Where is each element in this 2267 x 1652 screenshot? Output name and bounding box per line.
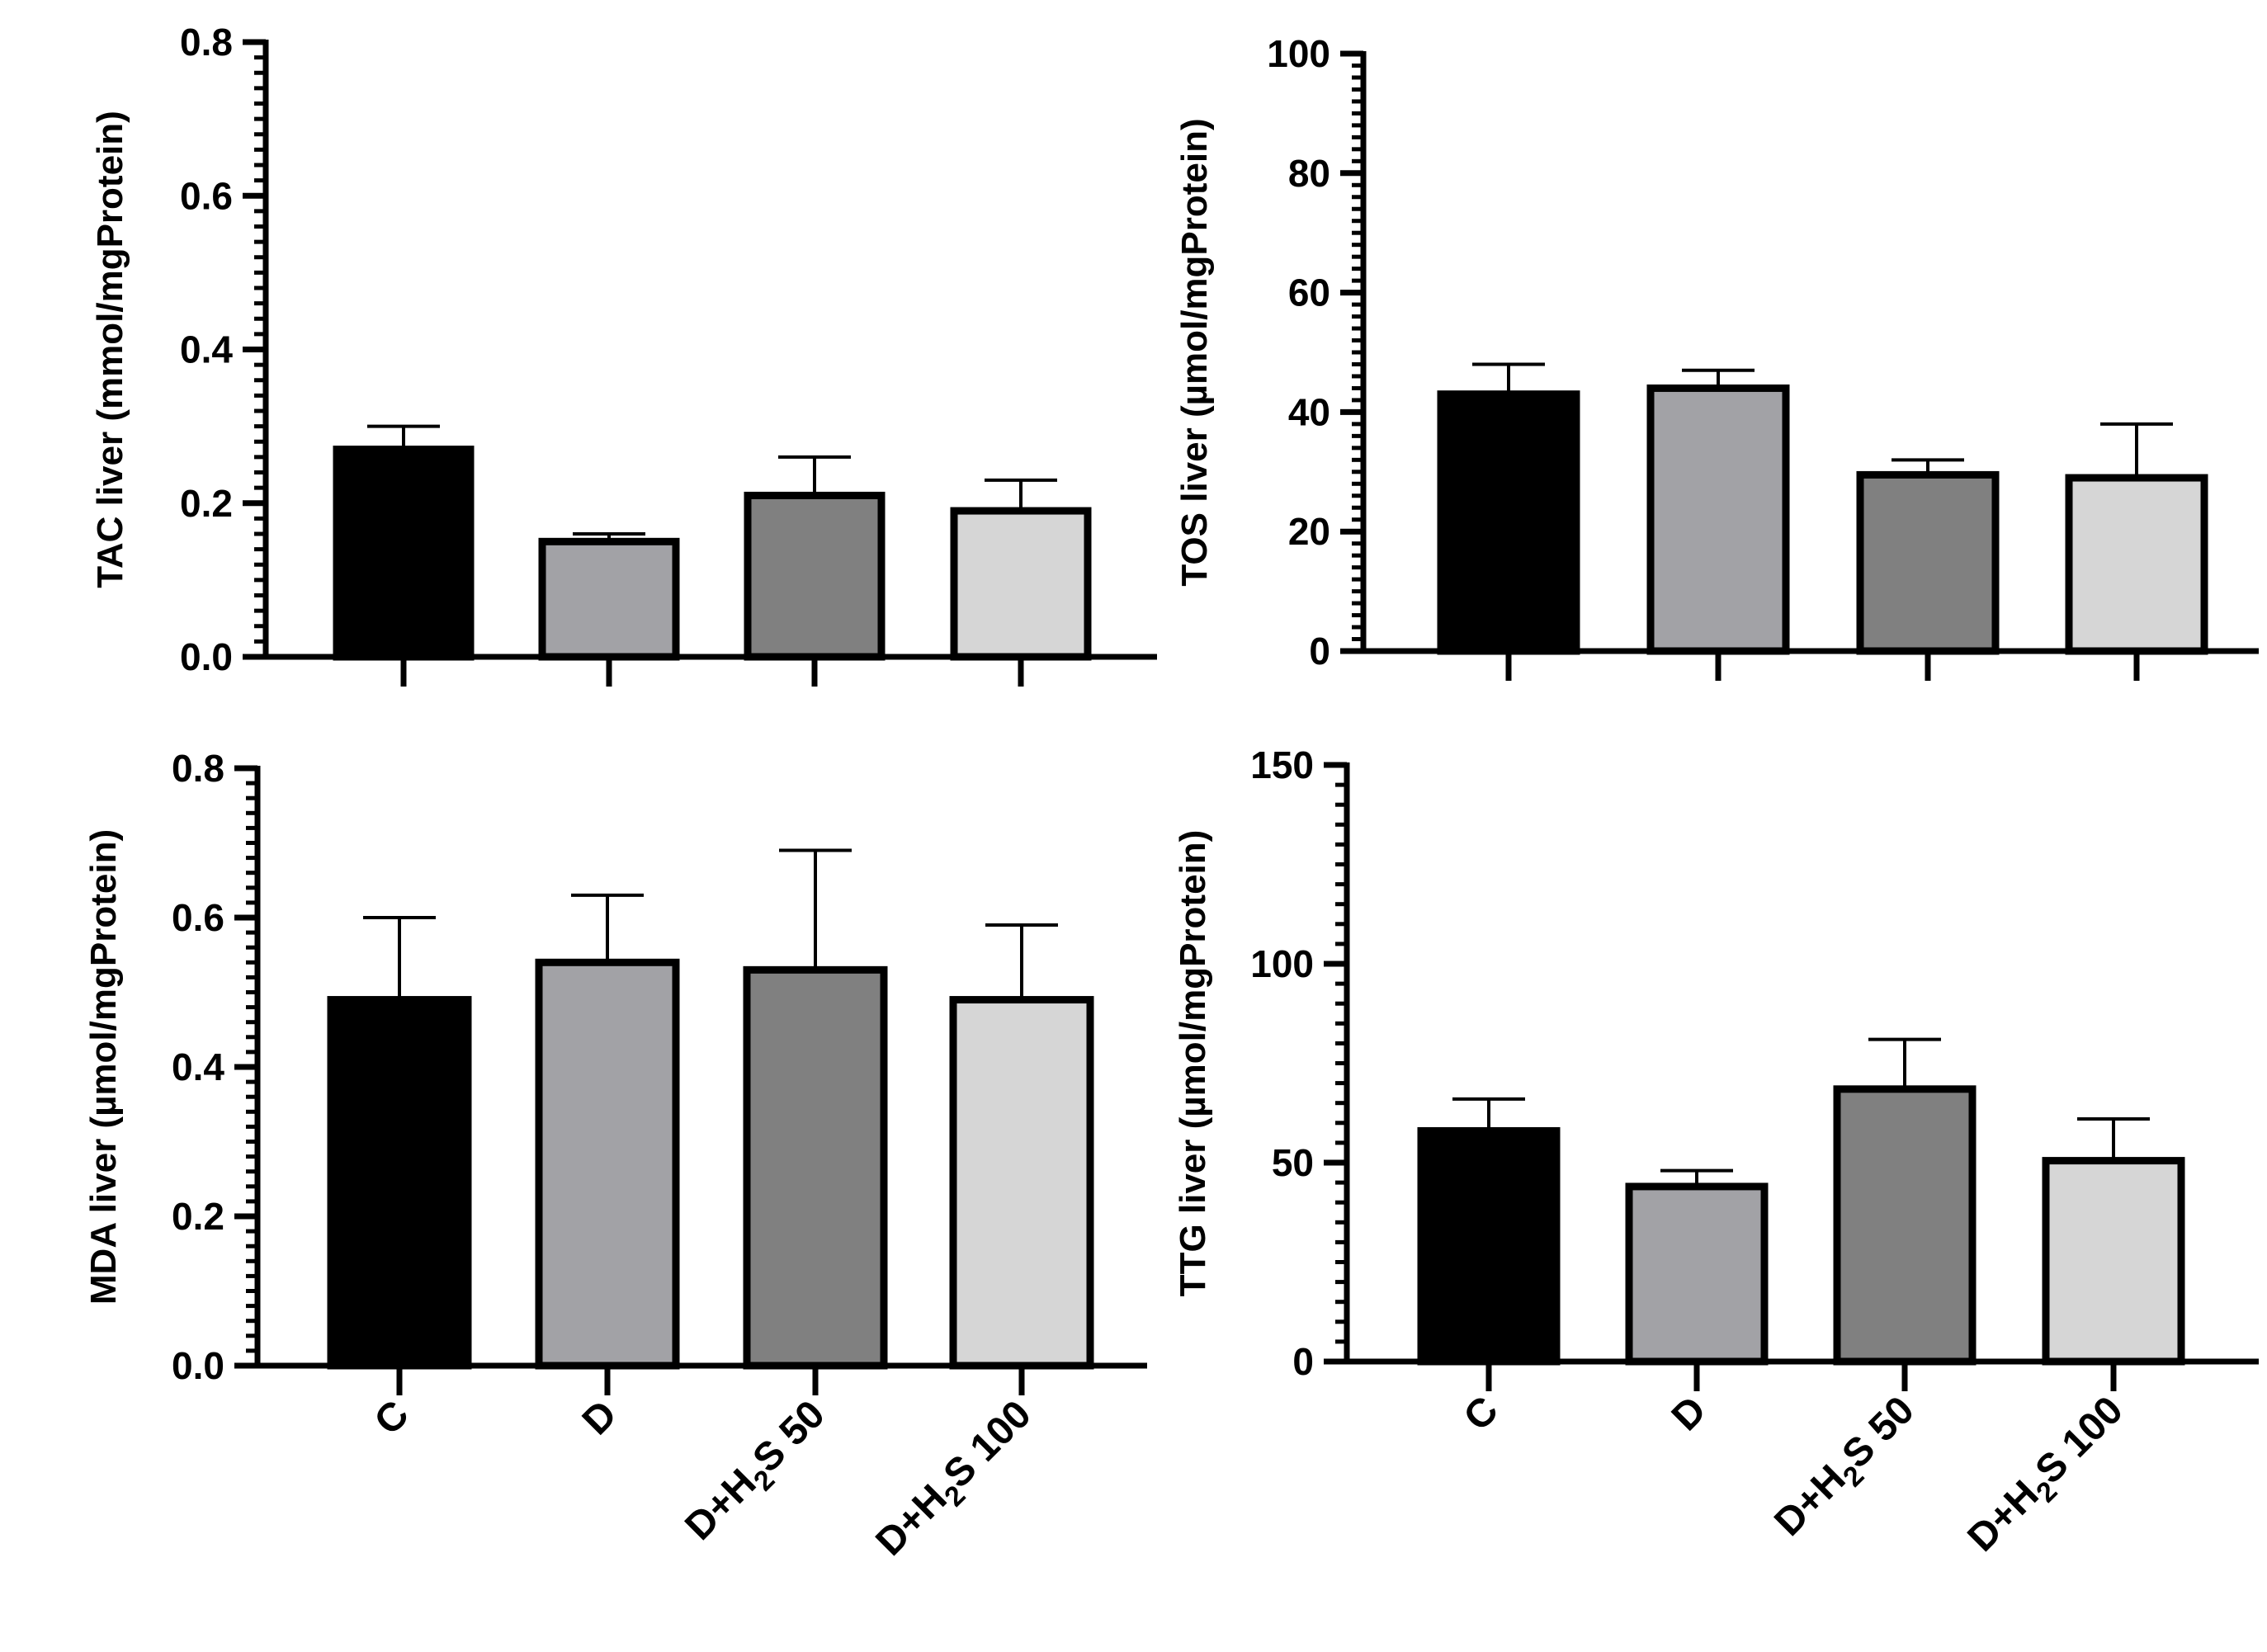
bar [1417, 1126, 1561, 1366]
bar [1437, 390, 1580, 655]
x-category-label: D [1664, 1388, 1715, 1439]
x-category-label: C [1456, 1388, 1507, 1439]
bar [950, 507, 1092, 661]
x-category-label: D+H2S 50 [1766, 1388, 1928, 1550]
y-tick-label: 0.6 [172, 896, 224, 939]
bar [743, 965, 888, 1370]
x-category-label: D+H2S 50 [677, 1392, 838, 1554]
x-category-label: D+H2S 100 [867, 1392, 1045, 1569]
bar [1856, 470, 2000, 655]
y-axis-title: TAC liver (mmol/mgProtein) [90, 111, 130, 588]
bar [744, 491, 886, 661]
bar [2065, 474, 2208, 655]
y-tick-label: 0.8 [172, 747, 224, 790]
ttg-chart: 0 50 100 150 TTG liver (µmol/mgProtein) C D D+H… [1173, 743, 2259, 1565]
bar [949, 996, 1094, 1370]
y-tick-label: 0.2 [180, 482, 233, 525]
y-tick-label: 0.0 [180, 635, 233, 678]
bar [327, 996, 472, 1370]
x-category-label: C [366, 1392, 418, 1443]
bar [1833, 1085, 1977, 1366]
y-axis-title: TTG liver (µmol/mgProtein) [1173, 830, 1213, 1297]
x-category-label: D [574, 1392, 626, 1443]
mda-chart: 0.0 0.2 0.4 0.6 0.8 MDA liver (µmol/mgProtein… [83, 747, 1147, 1569]
y-tick-label: 100 [1267, 32, 1330, 75]
tac-chart: 0.0 0.2 0.4 0.6 0.8 TAC liver (mmol/mgProtein… [90, 21, 1157, 687]
bar [1646, 384, 1790, 655]
y-tick-label: 100 [1250, 942, 1314, 985]
y-tick-label: 20 [1288, 510, 1330, 553]
bar [538, 537, 680, 661]
bar [1625, 1182, 1769, 1366]
y-tick-label: 0 [1292, 1340, 1314, 1383]
y-tick-label: 150 [1250, 743, 1314, 786]
y-tick-label: 0 [1309, 630, 1330, 673]
y-axis-title: TOS liver (µmol/mgProtein) [1174, 118, 1215, 586]
y-tick-label: 0.4 [180, 328, 233, 371]
y-tick-label: 40 [1288, 390, 1330, 433]
bar [535, 958, 680, 1370]
y-tick-label: 50 [1272, 1141, 1314, 1184]
bar [2042, 1157, 2185, 1366]
tos-chart: 0 20 40 60 80 100 TOS liver (µmol/mgProtein) [1174, 32, 2259, 681]
bar [333, 446, 475, 661]
y-tick-label: 0.2 [172, 1195, 224, 1238]
y-tick-label: 0.4 [172, 1045, 224, 1088]
y-axis-title: MDA liver (µmol/mgProtein) [83, 829, 124, 1305]
y-tick-label: 60 [1288, 271, 1330, 314]
y-tick-label: 0.8 [180, 21, 233, 64]
y-tick-label: 80 [1288, 152, 1330, 195]
x-category-label: D+H2S 100 [1959, 1388, 2137, 1565]
y-tick-label: 0.6 [180, 174, 233, 217]
y-tick-label: 0.0 [172, 1344, 224, 1387]
